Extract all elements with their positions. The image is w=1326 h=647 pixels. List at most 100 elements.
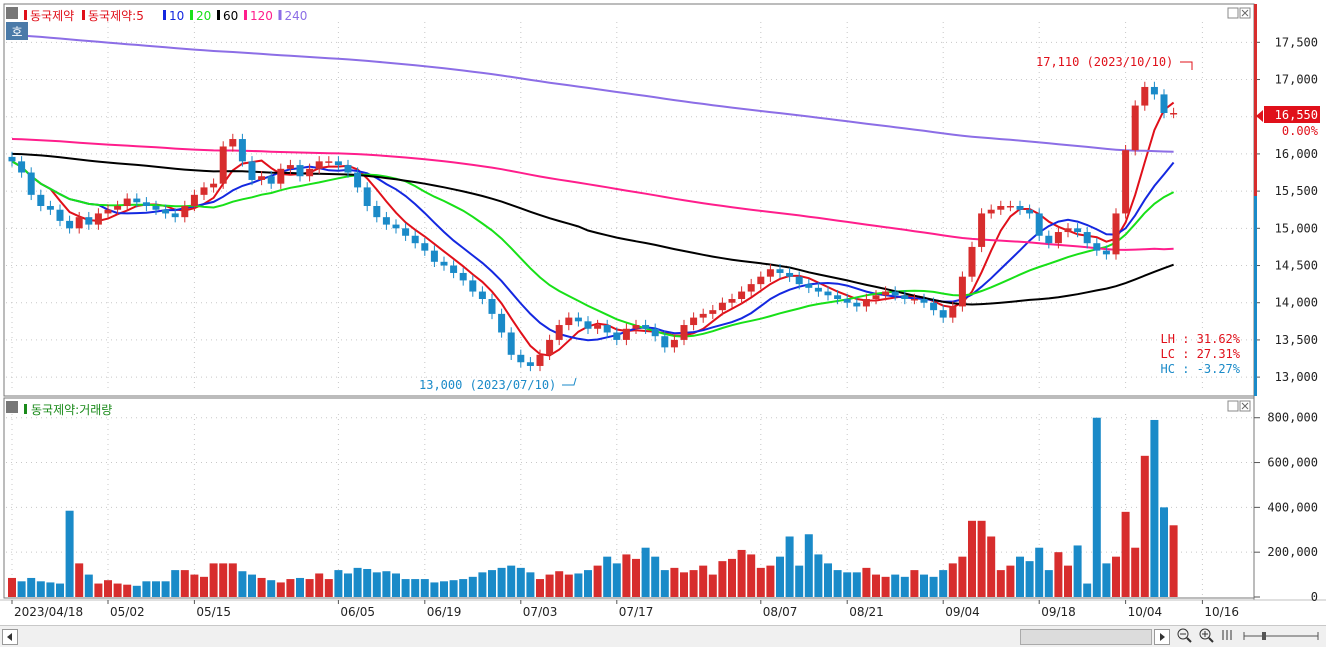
candle-body (1064, 228, 1072, 233)
candle-body (450, 265, 458, 273)
volume-bar (516, 567, 525, 597)
close-x-icon (1241, 9, 1249, 17)
volume-bar (488, 570, 496, 597)
volume-bar (756, 567, 765, 597)
candle-body (949, 306, 957, 318)
volume-bar (17, 581, 26, 597)
volume-bar (372, 572, 381, 597)
volume-bar (305, 579, 314, 597)
date-tick-label: 10/04 (1128, 605, 1163, 619)
zoom-slider[interactable] (1242, 627, 1322, 647)
legend-handle-icon[interactable] (6, 401, 18, 413)
volume-bar (200, 576, 208, 597)
candle-body (766, 269, 774, 277)
candle-body (392, 224, 400, 229)
volume-bar (1121, 511, 1130, 597)
candle-body (27, 172, 35, 195)
candle-body (786, 272, 794, 277)
legend-marker (217, 10, 220, 20)
candle-body (171, 213, 179, 218)
volume-tick-label: 0 (1311, 590, 1318, 604)
volume-bar (27, 577, 36, 597)
bar-spacing-icon[interactable] (1220, 627, 1236, 647)
volume-bar (1112, 556, 1120, 597)
volume-bar (104, 580, 112, 597)
candle-body (478, 291, 486, 299)
candle-body (1141, 86, 1149, 106)
scroll-right-button[interactable] (1154, 629, 1170, 645)
candle-body (584, 321, 592, 329)
candle-body (1150, 86, 1158, 95)
legend-handle-icon[interactable] (6, 7, 18, 19)
candle-body (56, 209, 64, 221)
candle-body (574, 317, 582, 322)
scroll-left-button[interactable] (2, 629, 18, 645)
volume-bar (545, 574, 554, 597)
date-tick-label: 07/03 (523, 605, 558, 619)
volume-bar (708, 574, 717, 597)
legend-marker (190, 10, 193, 20)
volume-tick-label: 800,000 (1267, 411, 1318, 425)
volume-bar (622, 554, 631, 597)
restore-icon[interactable] (1227, 400, 1239, 412)
candle-body (46, 206, 54, 210)
candle-body (997, 206, 1005, 210)
candle-body (699, 313, 707, 318)
candle-body (382, 217, 390, 225)
restore-icon[interactable] (1227, 7, 1239, 19)
volume-bar (353, 567, 362, 597)
chart-scrollbar[interactable] (0, 625, 1326, 647)
volume-bar (1083, 583, 1092, 597)
candle-body (190, 194, 198, 206)
volume-bar (248, 574, 256, 597)
candle-body (373, 206, 381, 218)
legend-label: 10 (169, 9, 184, 23)
candle-body (488, 299, 496, 314)
candle-body (1045, 235, 1053, 244)
candle-body (968, 246, 976, 277)
candle-body (114, 206, 122, 210)
candle-body (1131, 105, 1139, 151)
volume-bar (296, 577, 304, 597)
scroll-thumb[interactable] (1020, 629, 1152, 645)
candle-body (210, 183, 218, 188)
candle-body (882, 291, 890, 296)
volume-bar (1064, 565, 1072, 597)
ma10-line (11, 160, 1175, 342)
volume-bar (36, 581, 45, 597)
volume-bar (929, 576, 938, 597)
zoom-in-icon[interactable] (1198, 627, 1214, 647)
legend-label: 120 (250, 9, 273, 23)
ma20-line (11, 160, 1175, 338)
current-price-marker: 16,550 0.00% (1256, 106, 1320, 138)
low-annotation: 13,000 (2023/07/10) (419, 377, 577, 392)
volume-bar (996, 570, 1005, 597)
volume-bar (401, 579, 410, 597)
volume-bar (987, 536, 996, 597)
legend-marker (244, 10, 247, 20)
price-pane-controls (1227, 7, 1251, 19)
candle-body (363, 187, 371, 206)
volume-bar (804, 534, 813, 597)
price-tick-label: 17,000 (1275, 73, 1318, 87)
volume-bar (536, 579, 544, 597)
candle-body (94, 213, 102, 225)
candle-body (834, 295, 842, 299)
candle-body (757, 276, 765, 285)
chart-type-badge-label: 호 (11, 25, 22, 39)
candle-body (344, 165, 352, 173)
candle-body (642, 325, 650, 329)
triangle-right-icon (1160, 633, 1165, 641)
volume-bar (238, 571, 247, 597)
chart-type-badge[interactable] (6, 22, 28, 40)
zoom-out-icon[interactable] (1176, 627, 1192, 647)
candle-body (181, 206, 189, 218)
candle-body (334, 161, 342, 166)
volume-bar (948, 563, 957, 597)
volume-bar (228, 563, 237, 597)
volume-bar (363, 568, 372, 597)
volume-bars (8, 417, 1178, 597)
volume-tick-label: 200,000 (1267, 545, 1318, 559)
volume-bar (190, 574, 199, 597)
candle-body (162, 209, 170, 214)
